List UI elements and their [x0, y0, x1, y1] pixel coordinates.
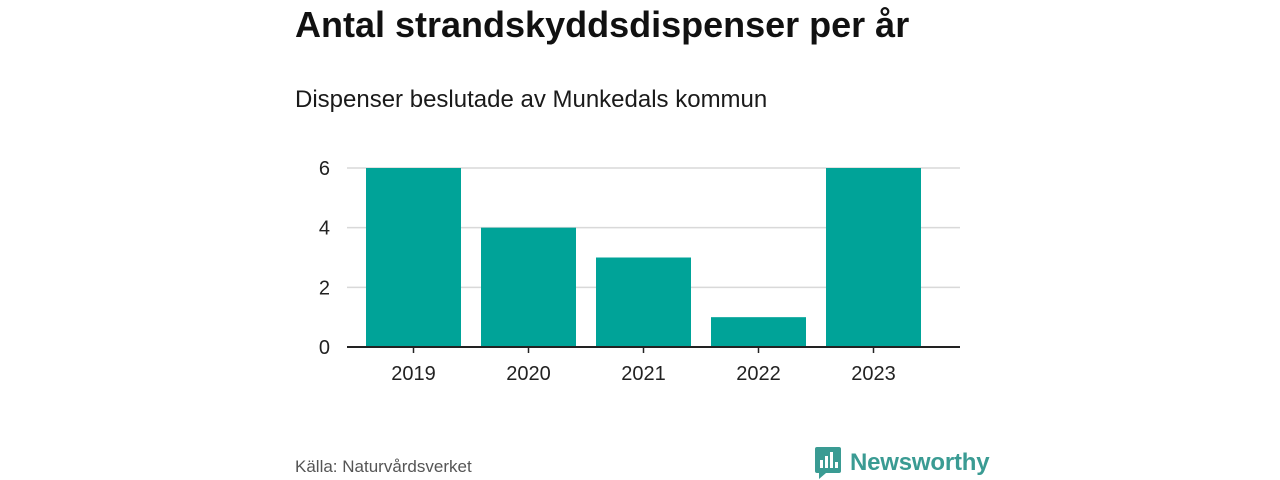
- x-tick-label: 2021: [621, 363, 666, 385]
- chart-subtitle: Dispenser beslutade av Munkedals kommun: [295, 86, 768, 113]
- axes: 0 2 4 6 2019 2020 2021 2022 2023: [319, 158, 960, 385]
- x-tick-label: 2020: [506, 363, 551, 385]
- bar: [366, 168, 461, 347]
- brand-name: Newsworthy: [850, 449, 990, 476]
- brand-logo[interactable]: Newsworthy: [814, 446, 990, 480]
- bars: [366, 168, 921, 347]
- chart-title: Antal strandskyddsdispenser per år: [295, 4, 910, 45]
- y-tick-label: 0: [319, 337, 330, 359]
- x-tick-label: 2022: [736, 363, 781, 385]
- bar: [711, 317, 806, 347]
- source-note: Källa: Naturvårdsverket: [295, 457, 472, 476]
- x-tick-label: 2023: [851, 363, 896, 385]
- newsworthy-logo-icon: [815, 447, 841, 479]
- bar: [826, 168, 921, 347]
- bar: [596, 257, 691, 347]
- y-tick-label: 4: [319, 218, 330, 240]
- bar: [481, 227, 576, 347]
- y-tick-label: 2: [319, 277, 330, 299]
- y-tick-label: 6: [319, 158, 330, 180]
- x-tick-label: 2019: [391, 363, 436, 385]
